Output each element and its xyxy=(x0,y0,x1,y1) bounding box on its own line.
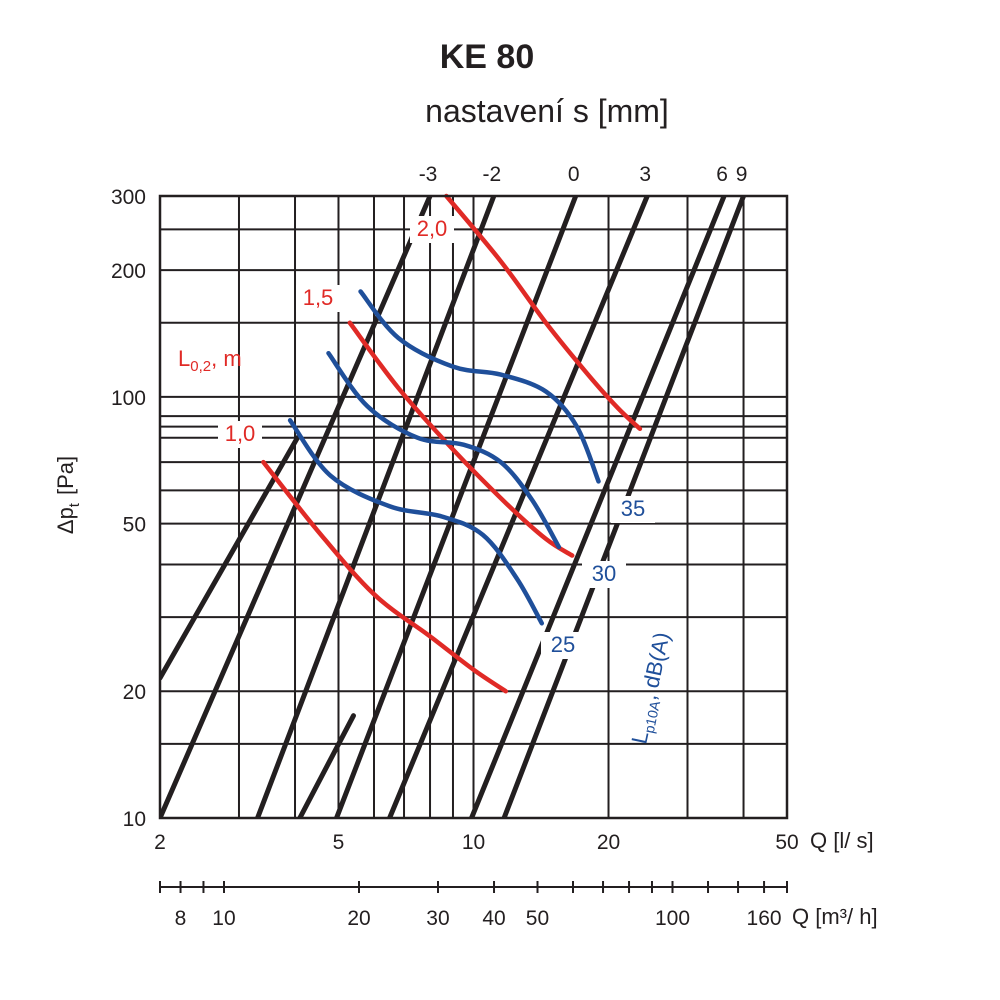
red-param-symbol: L xyxy=(178,346,190,371)
y-tick-label: 20 xyxy=(123,681,146,704)
x-tick-label: 20 xyxy=(597,831,620,854)
series-line-1-5 xyxy=(347,320,575,558)
y-tick-label: 50 xyxy=(123,514,146,537)
x2-tick-label: 160 xyxy=(747,907,782,930)
x-tick-label: 2 xyxy=(154,831,166,854)
series-label-bg xyxy=(410,216,454,243)
red-param-unit: , m xyxy=(211,346,242,371)
x2-tick-label: 50 xyxy=(526,907,549,930)
setting-label: 6 xyxy=(716,163,728,186)
plot-frame xyxy=(158,194,789,820)
series-label-bg xyxy=(582,561,626,588)
setting-line xyxy=(160,435,300,681)
x2-tick-label: 100 xyxy=(655,907,690,930)
setting-line xyxy=(387,196,650,818)
x-axis-label: Q [l/ s] xyxy=(810,828,874,853)
setting-label: 9 xyxy=(736,163,748,186)
x-tick-label: 5 xyxy=(333,831,345,854)
x2-tick-label: 30 xyxy=(426,907,449,930)
setting-lines xyxy=(160,196,747,818)
x2-tick-label: 10 xyxy=(212,907,235,930)
x-tick-label: 10 xyxy=(462,831,485,854)
setting-line xyxy=(297,713,356,818)
blue-param-subscript: p10A xyxy=(641,699,664,735)
x2-tick-label: 40 xyxy=(482,907,505,930)
series-label-bg xyxy=(611,496,655,523)
setting-line xyxy=(469,196,727,818)
setting-label: 3 xyxy=(639,163,651,186)
y-tick-label: 10 xyxy=(123,808,146,831)
setting-label: -2 xyxy=(482,163,501,186)
series-line-30 xyxy=(326,350,562,550)
series-label-1-0: 1,0 xyxy=(225,421,256,446)
setting-line xyxy=(255,196,497,818)
series-label-bg xyxy=(541,632,585,659)
series-label-2-0: 2,0 xyxy=(417,216,448,241)
blue-param-symbol: L xyxy=(626,729,653,746)
y-tick-label: 200 xyxy=(111,260,146,283)
y-axis-symbol: Δp xyxy=(53,507,78,534)
y-tick-label: 100 xyxy=(111,387,146,410)
series-label-bg xyxy=(218,421,262,448)
y-tick-label: 300 xyxy=(111,186,146,209)
series-line-2-0 xyxy=(444,193,643,432)
series-line-35 xyxy=(358,289,601,484)
chart-subtitle: nastavení s [mm] xyxy=(425,93,669,129)
y-axis-label: Δpt [Pa] xyxy=(53,456,83,534)
grid xyxy=(159,195,788,819)
red-param-label: L0,2, m xyxy=(178,346,242,375)
setting-label: -3 xyxy=(419,163,438,186)
red-param-subscript: 0,2 xyxy=(190,358,211,375)
setting-line xyxy=(160,196,433,818)
series-label-25: 25 xyxy=(551,632,575,657)
x2-tick-label: 20 xyxy=(347,907,370,930)
setting-line xyxy=(334,196,579,818)
series-line-25 xyxy=(287,418,545,626)
blue-param-label: Lp10A, dB(A) xyxy=(626,630,677,747)
x-tick-label: 50 xyxy=(775,831,798,854)
setting-label: 0 xyxy=(568,163,580,186)
y-axis-subscript: t xyxy=(66,502,83,507)
series-line-1-0 xyxy=(261,459,508,694)
chart-title: KE 80 xyxy=(440,38,535,76)
series-label-1-5: 1,5 xyxy=(303,285,334,310)
series-lines xyxy=(261,193,643,694)
series-labels: 1,0 1,5 2,0 25 30 35 xyxy=(218,216,655,659)
x2-axis-label: Q [m³/ h] xyxy=(792,904,878,929)
y-axis-unit: [Pa] xyxy=(53,456,78,495)
x2-tick-label: 8 xyxy=(175,907,187,930)
series-label-bg xyxy=(296,285,340,312)
series-label-30: 30 xyxy=(592,561,616,586)
series-label-35: 35 xyxy=(621,496,645,521)
